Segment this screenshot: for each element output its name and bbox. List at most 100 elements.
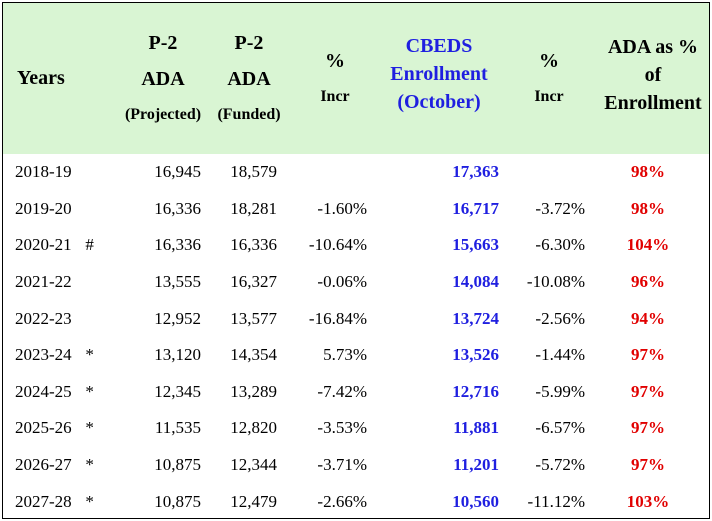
ada-funded-cell: 12,344 <box>205 447 293 484</box>
cbeds-value: 16,717 <box>452 198 499 218</box>
year-marker: # <box>85 235 94 255</box>
year-label: 2026-27 <box>15 455 72 475</box>
ada-projected-cell: 11,535 <box>121 410 205 447</box>
cbeds-value: 14,084 <box>452 272 499 292</box>
year-label: 2020-21 <box>15 235 72 255</box>
year-label: 2022-23 <box>15 308 72 328</box>
ada-pct-of-enrollment-cell: 97% <box>597 337 709 374</box>
table-body: 2018-19 16,945 18,579 17,363 98% 2019-20… <box>3 154 709 520</box>
incr2-value: -6.57% <box>535 418 585 438</box>
ada-pct-value: 96% <box>631 272 665 292</box>
ada-projected-cell: 16,336 <box>121 227 205 264</box>
ada-pct-incr-cell: -0.06% <box>293 264 377 301</box>
ada-funded-cell: 13,577 <box>205 300 293 337</box>
enrollment-pct-incr-cell: -6.57% <box>501 410 597 447</box>
cbeds-enrollment-cell: 13,724 <box>377 300 501 337</box>
incr1-value: -10.64% <box>308 235 367 255</box>
table-row: 2025-26 * 11,535 12,820 -3.53% 11,881 -6.… <box>3 410 709 447</box>
ada-funded-cell: 12,820 <box>205 410 293 447</box>
ada-projected-cell: 13,120 <box>121 337 205 374</box>
ada-pct-value: 97% <box>631 418 665 438</box>
year-label: 2024-25 <box>15 381 72 401</box>
enrollment-pct-incr-cell: -11.12% <box>501 483 597 520</box>
ada-funded-cell: 16,327 <box>205 264 293 301</box>
ada-pct-of-enrollment-cell: 103% <box>597 483 709 520</box>
year-label: 2021-22 <box>15 272 72 292</box>
ada-funded-cell: 18,579 <box>205 154 293 191</box>
cbeds-value: 15,663 <box>452 235 499 255</box>
table-row: 2019-20 16,336 18,281 -1.60% 16,717 -3.7… <box>3 191 709 228</box>
year-cell: 2019-20 <box>3 191 121 228</box>
ada-projected-cell: 16,945 <box>121 154 205 191</box>
enrollment-pct-incr-cell <box>501 154 597 191</box>
table-row: 2024-25 * 12,345 13,289 -7.42% 12,716 -5.… <box>3 374 709 411</box>
cbeds-enrollment-cell: 12,716 <box>377 374 501 411</box>
incr2-value: -11.12% <box>527 491 585 511</box>
cbeds-value: 13,526 <box>452 345 499 365</box>
funded-value: 18,281 <box>230 198 277 218</box>
year-marker: * <box>85 491 94 511</box>
funded-value: 12,479 <box>230 491 277 511</box>
ada-projected-cell: 16,336 <box>121 191 205 228</box>
ada-projected-cell: 10,875 <box>121 447 205 484</box>
header-years: Years <box>17 67 65 89</box>
projected-value: 13,555 <box>154 272 201 292</box>
ada-pct-value: 98% <box>631 198 665 218</box>
ada-pct-incr-cell: -7.42% <box>293 374 377 411</box>
ada-pct-value: 103% <box>626 491 670 511</box>
ada-projected-cell: 13,555 <box>121 264 205 301</box>
year-cell: 2025-26 * <box>3 410 121 447</box>
incr2-value: -2.56% <box>535 308 585 328</box>
year-cell: 2023-24 * <box>3 337 121 374</box>
year-label: 2025-26 <box>15 418 72 438</box>
cbeds-value: 11,881 <box>453 418 499 438</box>
table-row: 2020-21 # 16,336 16,336 -10.64% 15,663 -6… <box>3 227 709 264</box>
ada-pct-of-enrollment-cell: 96% <box>597 264 709 301</box>
cbeds-value: 17,363 <box>452 162 499 182</box>
projected-value: 10,875 <box>154 455 201 475</box>
ada-pct-incr-cell: 5.73% <box>293 337 377 374</box>
ada-pct-incr-cell: -10.64% <box>293 227 377 264</box>
incr2-value: -5.72% <box>535 455 585 475</box>
cbeds-enrollment-cell: 10,560 <box>377 483 501 520</box>
ada-pct-value: 97% <box>631 381 665 401</box>
enrollment-pct-incr-cell: -5.72% <box>501 447 597 484</box>
ada-pct-incr-cell <box>293 154 377 191</box>
ada-funded-cell: 18,281 <box>205 191 293 228</box>
funded-value: 12,820 <box>230 418 277 438</box>
projected-value: 12,345 <box>154 381 201 401</box>
ada-pct-incr-cell: -1.60% <box>293 191 377 228</box>
enrollment-pct-incr-cell: -5.99% <box>501 374 597 411</box>
cbeds-value: 13,724 <box>452 308 499 328</box>
ada-pct-incr-cell: -3.53% <box>293 410 377 447</box>
incr1-value: -3.53% <box>317 418 367 438</box>
incr1-value <box>367 162 377 181</box>
incr2-value: -1.44% <box>535 345 585 365</box>
enrollment-table: Years P-2 ADA (Projected) P-2 ADA (Funde… <box>3 3 709 520</box>
year-label: 2018-19 <box>15 162 72 182</box>
header-row: Years P-2 ADA (Projected) P-2 ADA (Funde… <box>3 3 709 154</box>
incr1-value: -1.60% <box>317 198 367 218</box>
incr1-value: -3.71% <box>317 455 367 475</box>
ada-projected-cell: 12,952 <box>121 300 205 337</box>
ada-pct-value: 94% <box>631 308 665 328</box>
enrollment-pct-incr-cell: -3.72% <box>501 191 597 228</box>
funded-value: 12,344 <box>230 455 277 475</box>
ada-pct-of-enrollment-cell: 94% <box>597 300 709 337</box>
year-cell: 2027-28 * <box>3 483 121 520</box>
table-row: 2018-19 16,945 18,579 17,363 98% <box>3 154 709 191</box>
year-marker: * <box>85 381 94 401</box>
header-pct-incr-ada: % Incr <box>320 49 350 105</box>
year-cell: 2018-19 <box>3 154 121 191</box>
table-row: 2022-23 12,952 13,577 -16.84% 13,724 -2.… <box>3 300 709 337</box>
ada-pct-incr-cell: -3.71% <box>293 447 377 484</box>
year-label: 2027-28 <box>15 491 72 511</box>
projected-value: 13,120 <box>154 345 201 365</box>
funded-value: 18,579 <box>230 162 277 182</box>
ada-pct-incr-cell: -2.66% <box>293 483 377 520</box>
ada-pct-of-enrollment-cell: 98% <box>597 154 709 191</box>
enrollment-pct-incr-cell: -6.30% <box>501 227 597 264</box>
ada-pct-value: 97% <box>631 345 665 365</box>
projected-value: 16,945 <box>154 162 201 182</box>
